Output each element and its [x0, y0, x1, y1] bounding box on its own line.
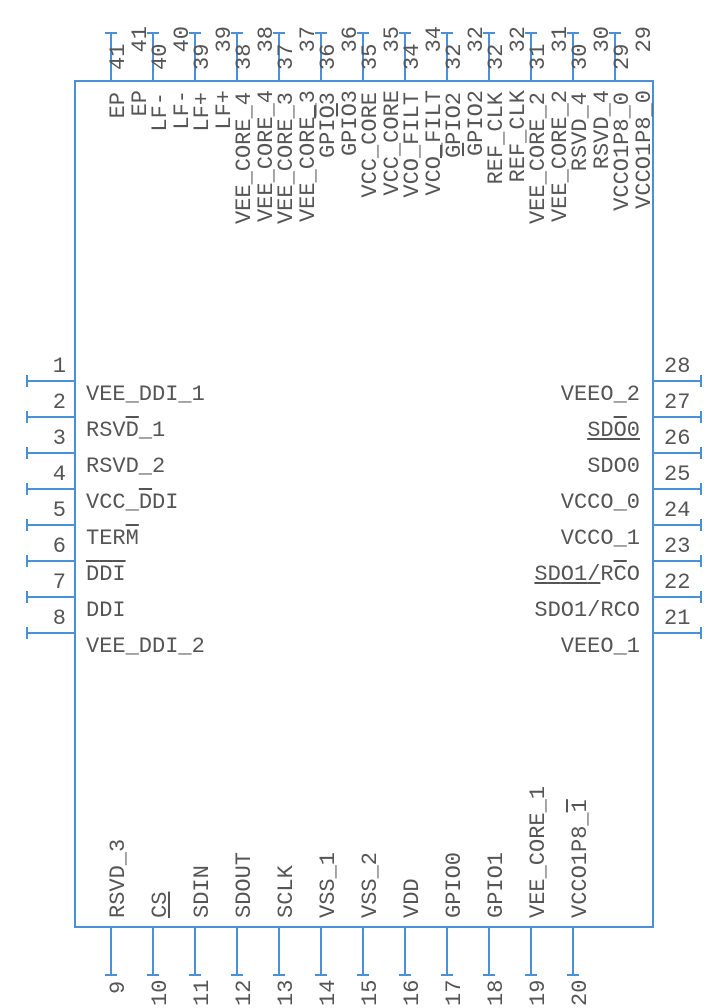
pin-number-3: 3	[0, 426, 66, 451]
pin-number-top-36: 36	[338, 26, 363, 52]
pin-number-top-29: 29	[632, 26, 657, 52]
pin-number-10: 10	[148, 980, 173, 1006]
pin-number-top-41: 41	[128, 26, 153, 52]
pin-label-19: VEE_CORE_1	[526, 786, 551, 918]
pin-label-13: SCLK	[274, 865, 299, 918]
pin-label-top-34: VCO_FILT	[422, 90, 447, 196]
pin-number-23: 23	[664, 534, 690, 559]
pin-label-1: VEE_DDI_1	[86, 382, 205, 407]
pin-number-top-30: 30	[590, 26, 615, 52]
pin-label-top-39: LF+	[212, 90, 237, 130]
pin-label-17: GPIO0	[442, 852, 467, 918]
pin-label-28: VEEO_2	[561, 382, 640, 407]
pin-number-21: 21	[664, 606, 690, 631]
pin-label-top-32: REF_CLK	[506, 90, 531, 182]
pin-label-top-31: VEE_CORE_2	[548, 90, 573, 222]
pin-label-3: RSVD_2	[86, 454, 165, 479]
pin-label-6: DDI	[86, 562, 126, 587]
pin-number-top-34: 34	[422, 26, 447, 52]
pin-label-11: SDIN	[190, 865, 215, 918]
pin-number-19: 19	[526, 980, 551, 1006]
pin-label-24: VCCO_1	[561, 526, 640, 551]
pin-label-14: VSS_1	[316, 852, 341, 918]
pin-number-13: 13	[274, 980, 299, 1006]
pin-number-17: 17	[442, 980, 467, 1006]
pin-number-9: 9	[106, 981, 131, 994]
pin-label-top-35: VCC_CORE	[380, 90, 405, 196]
pin-label-2: RSVD_1	[86, 418, 165, 443]
pin-number-5: 5	[0, 498, 66, 523]
pin-number-16: 16	[400, 980, 425, 1006]
pin-label-10: CS	[148, 892, 173, 918]
pin-label-top-32: GPIO2	[464, 90, 489, 156]
pin-number-12: 12	[232, 980, 257, 1006]
pin-number-27: 27	[664, 390, 690, 415]
pin-label-16: VDD	[400, 878, 425, 918]
pin-label-22: SDO1/RCO	[534, 598, 640, 623]
pin-number-22: 22	[664, 570, 690, 595]
pin-label-8: VEE_DDI_2	[86, 634, 205, 659]
pin-number-28: 28	[664, 354, 690, 379]
pin-number-25: 25	[664, 462, 690, 487]
pin-label-12: SDOUT	[232, 852, 257, 918]
pin-number-4: 4	[0, 462, 66, 487]
pin-number-15: 15	[358, 980, 383, 1006]
pin-number-14: 14	[316, 980, 341, 1006]
pin-number-11: 11	[190, 980, 215, 1006]
pin-number-top-35: 35	[380, 26, 405, 52]
pin-label-7: DDI	[86, 598, 126, 623]
pin-label-23: SDO1/RCO	[534, 562, 640, 587]
pin-label-21: VEEO_1	[561, 634, 640, 659]
pin-number-26: 26	[664, 426, 690, 451]
pin-number-top-37: 37	[296, 26, 321, 52]
pin-label-15: VSS_2	[358, 852, 383, 918]
pin-label-top-36: GPIO3	[338, 90, 363, 156]
pin-number-7: 7	[0, 570, 66, 595]
pin-number-18: 18	[484, 980, 509, 1006]
pin-label-9: RSVD_3	[106, 839, 131, 918]
pin-number-top-32: 32	[506, 26, 531, 52]
pin-label-5: TERM	[86, 526, 139, 551]
pin-number-6: 6	[0, 534, 66, 559]
pin-number-24: 24	[664, 498, 690, 523]
pin-number-top-39: 39	[212, 26, 237, 52]
pin-label-top-41: EP	[128, 90, 153, 116]
pin-label-top-40: LF-	[170, 90, 195, 130]
pin-label-18: GPIO1	[484, 852, 509, 918]
pin-label-top-38: VEE_CORE_4	[254, 90, 279, 222]
pin-number-20: 20	[568, 980, 593, 1006]
pin-number-top-40: 40	[170, 26, 195, 52]
pin-number-2: 2	[0, 390, 66, 415]
pin-label-top-29: VCCO1P8_0	[632, 90, 657, 209]
pin-label-top-30: RSVD_4	[590, 90, 615, 169]
pin-number-8: 8	[0, 606, 66, 631]
pin-label-4: VCC_DDI	[86, 490, 178, 515]
pin-number-top-32: 32	[464, 26, 489, 52]
pin-number-top-31: 31	[548, 26, 573, 52]
pin-label-top-37: VEE_CORE_3	[296, 90, 321, 222]
pin-number-top-38: 38	[254, 26, 279, 52]
pin-label-27: SDO0	[587, 418, 640, 443]
pin-label-26: SDO0	[587, 454, 640, 479]
pin-number-1: 1	[0, 354, 66, 379]
pin-label-20: VCCO1P8_1	[568, 799, 593, 918]
pin-label-25: VCCO_0	[561, 490, 640, 515]
